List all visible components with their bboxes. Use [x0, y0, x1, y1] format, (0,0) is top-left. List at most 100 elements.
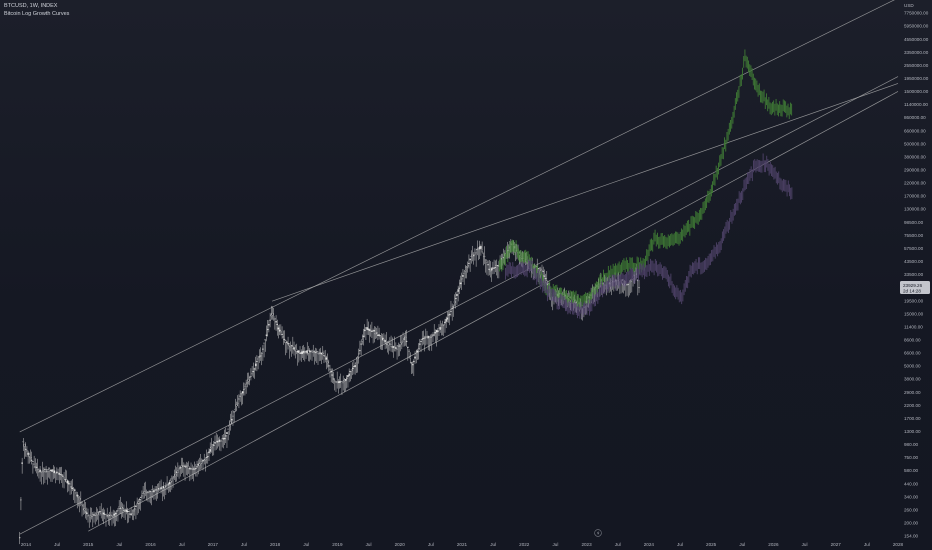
candle-body	[191, 468, 193, 470]
candle-body	[131, 513, 134, 515]
candle-body	[254, 363, 257, 367]
candle-body	[141, 495, 143, 497]
candle-body	[33, 463, 35, 465]
candle-body	[172, 477, 174, 479]
candle-body	[132, 510, 135, 512]
candle-body	[543, 275, 546, 277]
candle-body	[171, 478, 173, 482]
candle-body	[468, 262, 470, 264]
candle-body	[316, 351, 318, 352]
candle-body	[207, 456, 209, 458]
candle-body	[68, 482, 70, 485]
candle-body	[389, 343, 391, 345]
price-tick-label: 260.00	[904, 507, 918, 512]
candle-body	[411, 364, 414, 366]
price-tick-label: 1140000.00	[904, 102, 928, 107]
price-tick-label: 580.00	[904, 468, 918, 473]
candle-body	[138, 499, 141, 501]
candle-body	[71, 487, 74, 489]
price-axis[interactable]: 7750000.00 5950000.00 4550000.00 3350000.00…	[904, 11, 929, 539]
candle-body	[393, 346, 396, 348]
candle-body	[475, 252, 477, 254]
candle-body	[429, 337, 432, 338]
candle-body	[163, 485, 166, 488]
candle-body	[396, 348, 398, 350]
candle-body	[340, 381, 342, 383]
candle-body	[26, 449, 28, 452]
candle-body	[29, 457, 32, 459]
candle-body	[341, 380, 343, 382]
candle-body	[294, 347, 296, 351]
candle-body	[86, 512, 88, 515]
price-tick-label: 980.00	[904, 442, 918, 447]
countdown-label: 2d 14:28	[903, 289, 921, 294]
candle-body	[151, 489, 154, 492]
candle-body	[189, 467, 191, 470]
candle-body	[18, 537, 21, 539]
candle-body	[464, 269, 467, 272]
candle-body	[113, 513, 116, 516]
candle-body	[107, 515, 110, 517]
candle-body	[95, 514, 98, 516]
candle-body	[23, 443, 26, 447]
candle-body	[122, 507, 124, 509]
candle-body	[365, 327, 367, 329]
candle-body	[180, 465, 183, 468]
candle-body	[278, 329, 281, 332]
candle-body	[239, 395, 241, 397]
candle-body	[357, 353, 360, 355]
candle-body	[147, 491, 149, 493]
candle-body	[211, 444, 214, 446]
lightning-icon[interactable]	[594, 529, 602, 537]
candle-body	[40, 470, 43, 473]
candle-body	[205, 457, 208, 458]
candle-body	[62, 475, 64, 477]
price-tick-label: 3800.00	[904, 377, 921, 382]
time-tick-label: Jul	[54, 542, 60, 547]
candle-body	[74, 489, 76, 491]
candle-body	[108, 515, 111, 516]
candle-body	[435, 330, 438, 333]
price-tick-label: 340.00	[904, 494, 918, 499]
candle-body	[471, 254, 474, 256]
candle-body	[355, 362, 358, 364]
candle-body	[459, 282, 462, 285]
candle-body	[378, 334, 380, 336]
candle-body	[168, 481, 171, 485]
candle-body	[486, 260, 488, 263]
candle-body	[542, 270, 544, 272]
candle-body	[383, 338, 385, 341]
candle-body	[460, 278, 463, 280]
candle-body	[246, 382, 249, 384]
candle-body	[44, 469, 46, 471]
candle-body	[336, 381, 338, 383]
candle-body	[268, 324, 270, 326]
candle-body	[348, 373, 350, 376]
candle-body	[420, 341, 422, 343]
candle-body	[232, 415, 234, 417]
candle-body	[540, 268, 542, 270]
candle-body	[453, 301, 456, 303]
candle-body	[350, 369, 353, 372]
candle-body	[477, 248, 480, 250]
candle-body	[265, 334, 268, 336]
candle-body	[371, 330, 373, 332]
candle-body	[129, 513, 131, 515]
candle-body	[427, 335, 429, 339]
price-tick-label: 2550000.00	[904, 63, 929, 68]
candle-body	[329, 368, 331, 370]
candle-body	[240, 393, 243, 395]
time-axis[interactable]: 2014 Jul 2015 Jul 2016 Jul 2017 Jul 2018 Jul 2019 J…	[21, 542, 904, 547]
candle-body	[277, 327, 280, 330]
candle-body	[445, 318, 447, 322]
candle-body	[185, 466, 187, 469]
indicator-title[interactable]: Bitcoin Log Growth Curves	[4, 11, 70, 17]
candle-body	[190, 468, 192, 470]
candle-body	[193, 468, 196, 470]
candle-body	[493, 267, 495, 269]
candle-body	[345, 377, 348, 379]
symbol-title[interactable]: BTCUSD, 1W, INDEX	[4, 3, 58, 9]
candle-body	[384, 339, 386, 343]
